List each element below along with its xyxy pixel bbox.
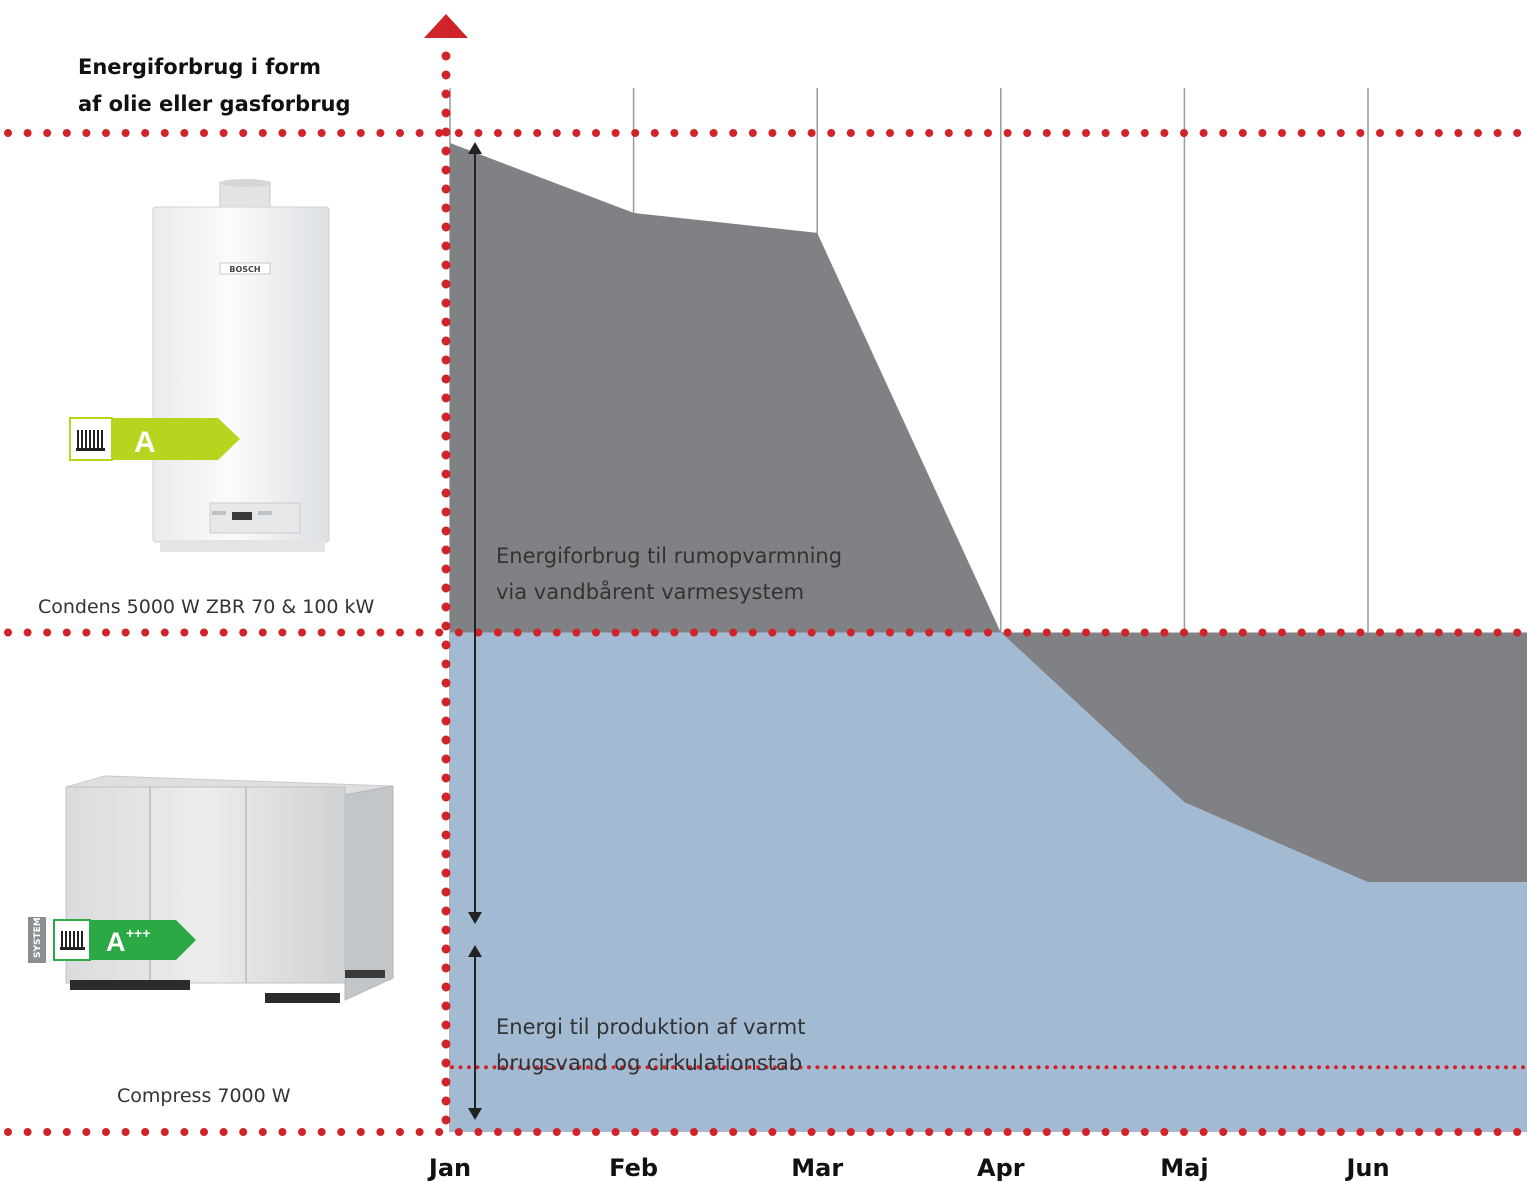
y-axis-label-line1: Energiforbrug i form [78,55,321,79]
heat-pump-illustration [65,775,394,1003]
x-tick-label-apr: Apr [977,1154,1025,1182]
product-2-name: Compress 7000 W [117,1085,291,1107]
hot-water-range-arrow [468,945,482,1120]
area-heating [450,142,1527,883]
boiler-brand-mark: BOSCH [229,265,260,274]
heating-label-line1: Energiforbrug til rumopvarmning [496,544,842,568]
x-tick-label-mar: Mar [791,1154,843,1182]
energy-badge-a-plus-plus-plus: SYSTEM A +++ [28,917,196,963]
radiator-icon [76,430,105,451]
dotted-level-lines [4,129,1527,1136]
energy-class-a: A [134,426,156,459]
x-tick-label-maj: Maj [1160,1154,1208,1182]
hot-water-label-line1: Energi til produktion af varmt [496,1015,805,1039]
y-axis-arrowhead [424,14,468,38]
x-tick-label-jun: Jun [1344,1154,1389,1182]
area-hot-water [450,632,1527,1132]
y-axis-label-line2: af olie eller gasforbrug [78,92,351,116]
x-tick-label-jan: Jan [427,1154,471,1182]
heating-label-line2: via vandbårent varmesystem [496,579,804,604]
energy-class-a-sup: +++ [126,925,151,941]
heating-range-arrow [468,142,482,924]
energy-badge-a: A [69,417,240,461]
energy-class-a-base: A [106,927,126,957]
boiler-illustration: BOSCH [152,179,330,552]
x-tick-labels: Jan Feb Mar Apr Maj Jun [427,1154,1390,1182]
radiator-icon [60,931,85,950]
hot-water-label-line2: brugsvand og cirkulationstab [496,1051,802,1075]
x-tick-label-feb: Feb [609,1154,658,1182]
product-1-name: Condens 5000 W ZBR 70 & 100 kW [38,596,375,618]
system-side-tag: SYSTEM [33,917,43,958]
